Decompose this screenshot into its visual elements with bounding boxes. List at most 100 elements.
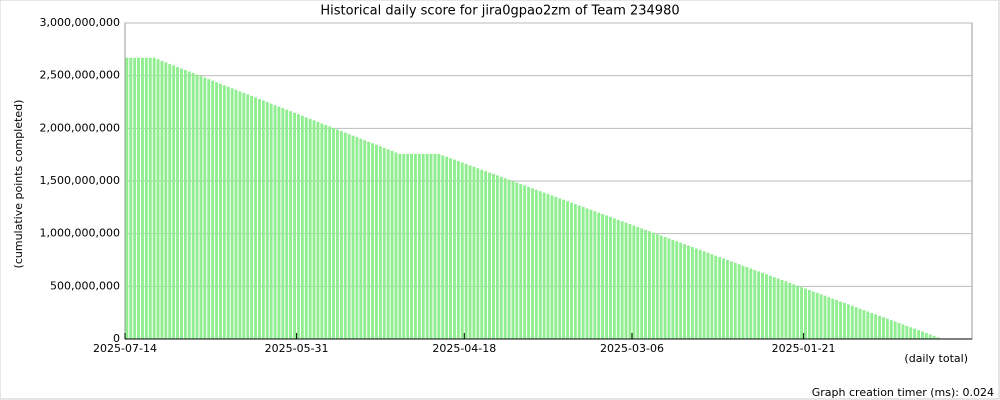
bar	[683, 244, 686, 339]
bar	[378, 146, 382, 339]
bar	[819, 294, 823, 339]
bar	[893, 321, 897, 339]
bar	[437, 153, 441, 339]
bar	[386, 149, 390, 339]
bar	[273, 105, 277, 339]
bar	[390, 150, 394, 339]
bar	[737, 264, 741, 339]
bar	[410, 153, 413, 339]
y-tick-label: 1,000,000,000	[40, 227, 120, 240]
y-tick-label: 3,000,000,000	[40, 16, 120, 29]
bar	[729, 261, 733, 339]
bar	[815, 292, 819, 339]
bar	[472, 166, 476, 339]
bar	[605, 215, 608, 339]
bar	[597, 212, 601, 339]
bar	[367, 141, 371, 339]
bar	[238, 91, 242, 340]
bar	[792, 284, 796, 339]
bar	[624, 222, 628, 339]
bar	[570, 202, 573, 339]
bar	[846, 304, 850, 339]
bar	[527, 186, 530, 339]
bar	[429, 153, 433, 339]
bar	[858, 308, 862, 339]
bar	[667, 238, 671, 339]
bar	[336, 129, 339, 339]
bar	[265, 102, 269, 339]
bar	[885, 318, 889, 339]
bar	[293, 112, 296, 339]
x-tick-label: 2025-01-21	[772, 342, 836, 355]
bar	[768, 275, 772, 339]
bar	[753, 270, 757, 339]
bar	[542, 192, 546, 339]
bar	[453, 159, 456, 339]
bar	[679, 242, 683, 339]
bar	[234, 89, 238, 339]
bar	[328, 126, 332, 339]
bar	[761, 272, 764, 339]
bar	[573, 204, 577, 339]
bar	[648, 231, 651, 339]
bar	[651, 232, 655, 339]
y-tick-label: 2,000,000,000	[40, 121, 120, 134]
bar	[460, 162, 464, 339]
bar	[468, 165, 472, 339]
bar	[776, 278, 780, 339]
bar	[554, 196, 558, 339]
bar	[632, 225, 636, 339]
bar	[757, 271, 761, 339]
bar	[464, 163, 468, 339]
bar	[800, 287, 803, 339]
y-axis-label: (cumulative points completed)	[12, 100, 25, 269]
bar	[152, 57, 156, 339]
bar	[765, 274, 768, 339]
bar	[277, 106, 281, 339]
bar	[917, 330, 920, 339]
bar	[538, 191, 542, 339]
bar	[187, 71, 191, 339]
bar	[706, 252, 710, 339]
bar	[511, 181, 515, 339]
bar	[905, 325, 909, 339]
bar	[308, 118, 312, 339]
bar	[659, 235, 663, 339]
bar	[144, 57, 148, 339]
bar	[297, 114, 300, 340]
bar	[456, 161, 460, 339]
bar	[932, 335, 936, 339]
bar	[242, 92, 246, 339]
bar	[811, 291, 815, 339]
bar	[589, 209, 593, 339]
bar	[655, 234, 659, 339]
bar	[609, 216, 612, 339]
bar	[550, 195, 554, 339]
bar	[612, 218, 616, 339]
bar	[788, 282, 792, 339]
bar	[183, 69, 187, 339]
bar	[230, 88, 234, 339]
bar	[414, 153, 417, 339]
bar	[823, 295, 827, 339]
bar	[675, 241, 679, 339]
bar	[827, 297, 831, 339]
bar	[936, 337, 940, 339]
bar	[417, 153, 421, 339]
bar	[726, 259, 729, 339]
bar	[347, 134, 351, 339]
chart-title: Historical daily score for jira0gpao2zm …	[320, 4, 679, 19]
bar	[269, 103, 273, 339]
bar	[874, 314, 878, 339]
bar	[363, 140, 367, 339]
bar	[640, 228, 644, 339]
bar	[445, 156, 449, 339]
bar	[796, 285, 800, 339]
bar	[854, 307, 858, 339]
bar	[913, 328, 917, 339]
bar	[585, 208, 589, 339]
bar	[402, 153, 406, 339]
bar	[839, 301, 842, 339]
bar	[722, 258, 725, 339]
bar	[882, 317, 885, 339]
